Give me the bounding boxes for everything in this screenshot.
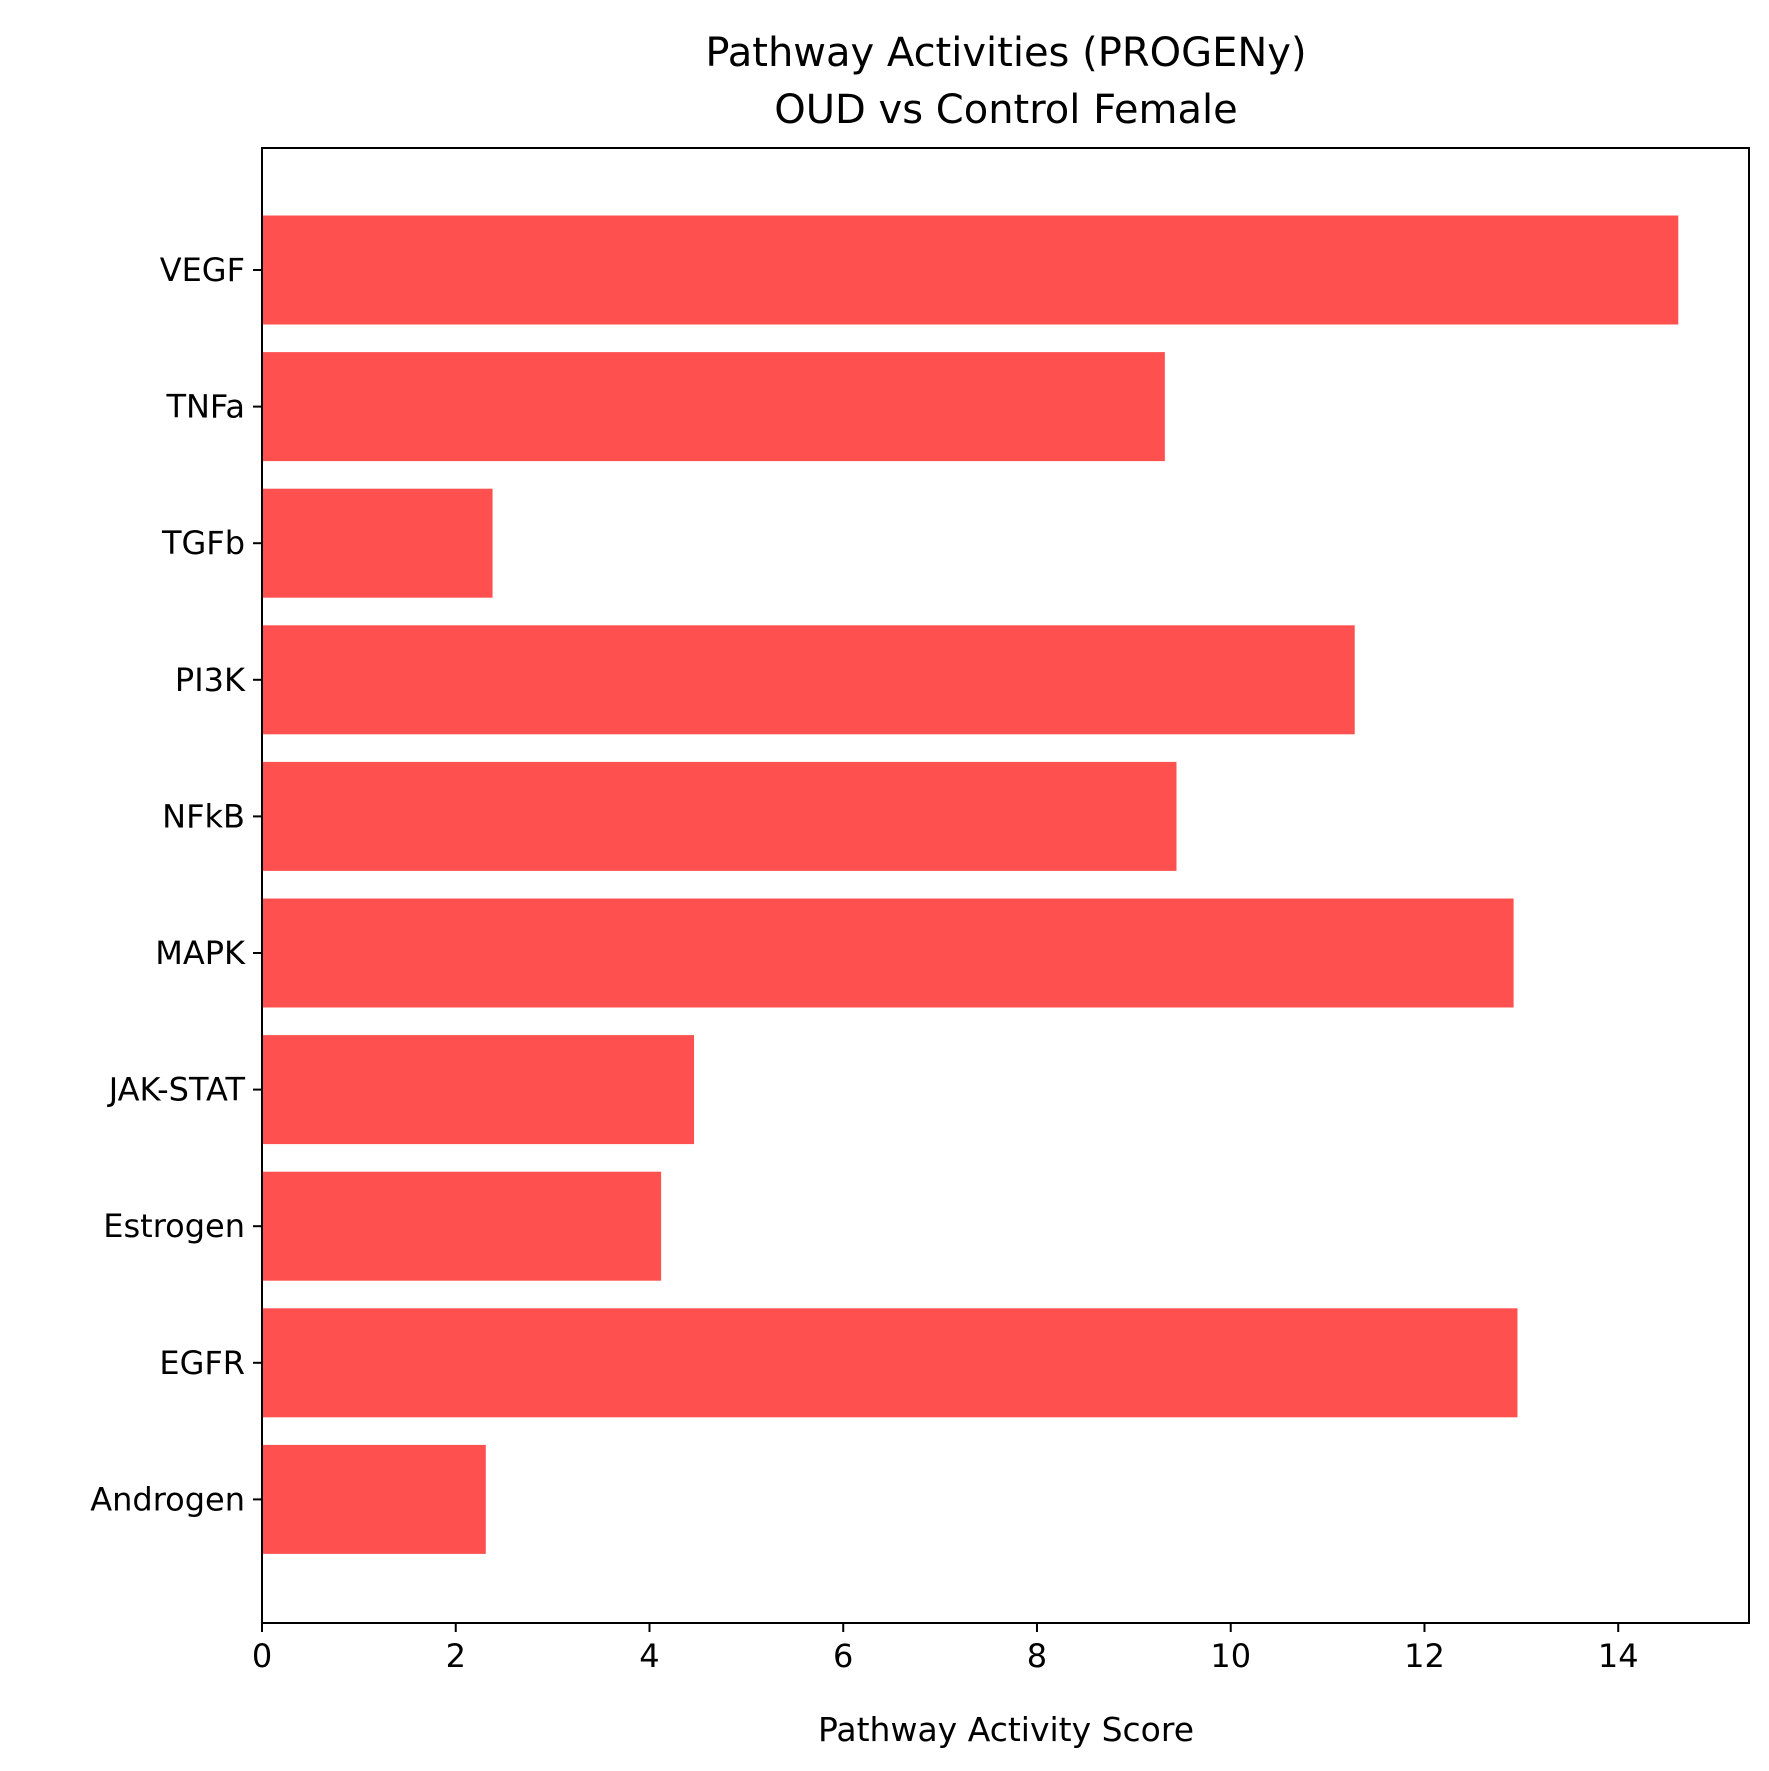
plot-frame [261, 147, 1750, 1624]
bar-androgen [262, 1444, 486, 1554]
x-tick-label: 6 [833, 1637, 853, 1675]
y-tick-label: NFkB [162, 797, 245, 835]
bar-estrogen [262, 1171, 662, 1281]
bar-vegf [262, 215, 1679, 325]
y-tick-label: VEGF [160, 251, 245, 289]
y-tick-label: TNFa [165, 388, 245, 426]
x-tick-label: 14 [1598, 1637, 1639, 1675]
bar-tnfa [262, 352, 1165, 462]
x-tick-label: 0 [252, 1637, 272, 1675]
x-tick-label: 10 [1210, 1637, 1251, 1675]
y-tick-label: PI3K [175, 661, 246, 699]
chart-title: Pathway Activities (PROGENy) [705, 30, 1306, 76]
x-tick-label: 8 [1027, 1637, 1047, 1675]
bar-egfr [262, 1308, 1518, 1418]
x-axis-label: Pathway Activity Score [818, 1710, 1194, 1749]
chart-subtitle: OUD vs Control Female [774, 87, 1237, 133]
bar-pi3k [262, 625, 1355, 735]
bar-nfkb [262, 761, 1177, 871]
y-tick-label: MAPK [155, 934, 246, 972]
y-tick-label: TGFb [161, 524, 245, 562]
bar-tgfb [262, 488, 493, 598]
x-tick-label: 2 [446, 1637, 466, 1675]
x-tick-label: 12 [1404, 1637, 1445, 1675]
bar-jak-stat [262, 1035, 695, 1145]
bar-mapk [262, 898, 1514, 1008]
y-tick-label: EGFR [159, 1344, 245, 1382]
y-tick-label: JAK-STAT [107, 1071, 246, 1109]
y-tick-label: Estrogen [103, 1207, 245, 1245]
bars-layer [262, 215, 1679, 1554]
axes-layer: VEGF TNFa TGFb PI3K NFkB MAPK JAK-STAT Estrogen… [90, 147, 1750, 1675]
y-tick-label: Androgen [90, 1480, 245, 1518]
x-tick-label: 4 [639, 1637, 659, 1675]
